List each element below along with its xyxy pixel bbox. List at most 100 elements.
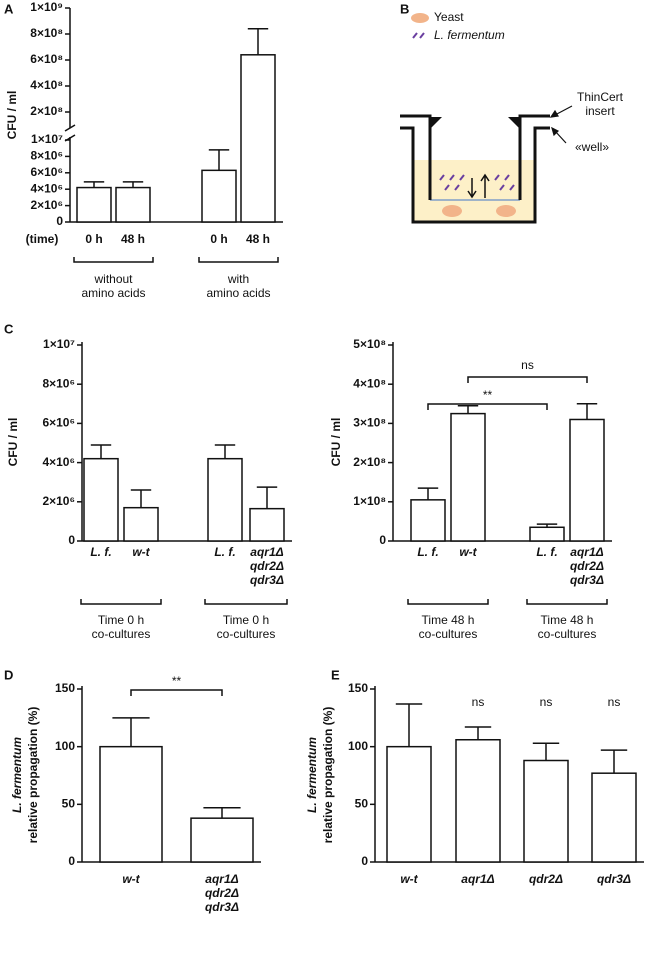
- insert-label: ThinCert: [577, 90, 624, 104]
- y-tick-label: 3×10⁸: [353, 416, 386, 430]
- well: [400, 126, 550, 224]
- group-bracket: [80, 599, 162, 605]
- significance-label: ns: [608, 695, 621, 709]
- y-tick-label: 1×10⁸: [353, 494, 386, 508]
- x-tick-label: L. f.: [214, 545, 235, 559]
- y-tick-label: 1×10⁹: [30, 0, 63, 14]
- x-tick-label: L. f.: [417, 545, 438, 559]
- exchange-arrows: [467, 173, 490, 199]
- y-tick-label: 150: [348, 681, 368, 695]
- bar: [76, 186, 112, 223]
- significance-label: ns: [472, 695, 485, 709]
- yeast-icon: [411, 13, 429, 23]
- x-tick-label: aqr1Δ: [250, 545, 283, 559]
- x-tick-label: 48 h: [121, 232, 145, 246]
- bar: [569, 418, 605, 542]
- bar: [123, 506, 159, 542]
- bar: [523, 759, 569, 863]
- y-tick-label: 2×10⁸: [30, 104, 63, 118]
- significance-bracket: [130, 689, 223, 696]
- y-tick-label: 2×10⁶: [42, 494, 75, 508]
- axis-break: [64, 124, 76, 132]
- y-tick-label: 50: [62, 797, 76, 811]
- y-tick-label: 0: [68, 533, 75, 547]
- well-label: «well»: [575, 140, 609, 154]
- group-bracket: [198, 257, 279, 263]
- y-tick-label: 8×10⁶: [30, 149, 63, 163]
- y-tick-label: 0: [361, 854, 368, 868]
- y-tick-label: 1×10⁷: [43, 337, 75, 351]
- group-label: co-cultures: [538, 627, 597, 641]
- y-tick-label: 2×10⁸: [353, 455, 386, 469]
- pointer-arrows: [549, 105, 573, 144]
- y-axis-label: L. fermentum: [10, 737, 24, 813]
- insert: [400, 114, 550, 200]
- bar: [249, 507, 285, 542]
- panel-label: C: [4, 321, 14, 336]
- x-tick-label: qdr3Δ: [570, 573, 604, 587]
- group-label: co-cultures: [419, 627, 478, 641]
- y-tick-label: 2×10⁶: [30, 198, 63, 212]
- group-bracket: [73, 257, 154, 263]
- significance-bracket: [427, 403, 548, 410]
- x-tick-label: qdr2Δ: [250, 559, 284, 573]
- x-tick-label: qdr3Δ: [205, 900, 239, 914]
- group-label: amino acids: [206, 286, 270, 300]
- y-tick-label: 50: [355, 797, 369, 811]
- group-label: co-cultures: [92, 627, 151, 641]
- significance-label: **: [483, 388, 493, 402]
- bar: [207, 457, 243, 542]
- significance-bracket: [467, 376, 588, 383]
- group-label: amino acids: [81, 286, 145, 300]
- x-tick-label: qdr2Δ: [570, 559, 604, 573]
- x-tick-label: 0 h: [210, 232, 227, 246]
- x-tick-label: qdr3Δ: [250, 573, 284, 587]
- significance-label: **: [172, 674, 182, 688]
- significance-label: ns: [521, 358, 534, 372]
- insert-corner: [431, 117, 519, 128]
- panel-label: A: [4, 1, 14, 16]
- yeast: [442, 205, 462, 217]
- group-label: without: [93, 272, 133, 286]
- x-tick-label: 0 h: [85, 232, 102, 246]
- y-axis-label: relative propagation (%): [321, 707, 335, 844]
- x-tick-label: qdr2Δ: [529, 872, 563, 886]
- y-tick-label: 4×10⁶: [30, 181, 63, 195]
- legend-label: L. fermentum: [434, 28, 505, 42]
- insert-label: insert: [585, 104, 615, 118]
- group-label: Time 48 h: [422, 613, 475, 627]
- bar: [386, 745, 432, 863]
- group-label: Time 0 h: [98, 613, 144, 627]
- y-tick-label: 8×10⁸: [30, 26, 63, 40]
- group-label: Time 48 h: [541, 613, 594, 627]
- y-axis-label: L. fermentum: [305, 737, 319, 813]
- group-label: Time 0 h: [223, 613, 269, 627]
- bacteria-icon: [412, 32, 425, 39]
- bar: [410, 499, 446, 542]
- y-tick-label: 5×10⁸: [353, 337, 386, 351]
- x-tick-label: aqr1Δ: [205, 872, 238, 886]
- y-tick-label: 100: [55, 739, 75, 753]
- x-tick-label: w-t: [459, 545, 477, 559]
- bar: [450, 412, 486, 542]
- y-tick-label: 1×10⁷: [31, 132, 63, 146]
- y-tick-label: 0: [379, 533, 386, 547]
- x-tick-label: aqr1Δ: [461, 872, 494, 886]
- group-label: with: [227, 272, 249, 286]
- bar: [115, 186, 151, 223]
- y-tick-label: 8×10⁶: [42, 376, 75, 390]
- y-tick-label: 4×10⁶: [42, 455, 75, 469]
- y-tick-label: 150: [55, 681, 75, 695]
- diagram: B Yeast L. fermentum ThinCert insert: [400, 1, 624, 224]
- x-tick-label: qdr2Δ: [205, 886, 239, 900]
- y-tick-label: 4×10⁸: [30, 78, 63, 92]
- bar: [190, 817, 254, 863]
- bar: [455, 738, 501, 863]
- x-axis-label: (time): [26, 232, 59, 246]
- y-axis-label: CFU / ml: [5, 91, 19, 140]
- x-tick-label: aqr1Δ: [570, 545, 603, 559]
- x-tick-label: w-t: [132, 545, 150, 559]
- bar: [99, 745, 163, 863]
- x-tick-label: qdr3Δ: [597, 872, 631, 886]
